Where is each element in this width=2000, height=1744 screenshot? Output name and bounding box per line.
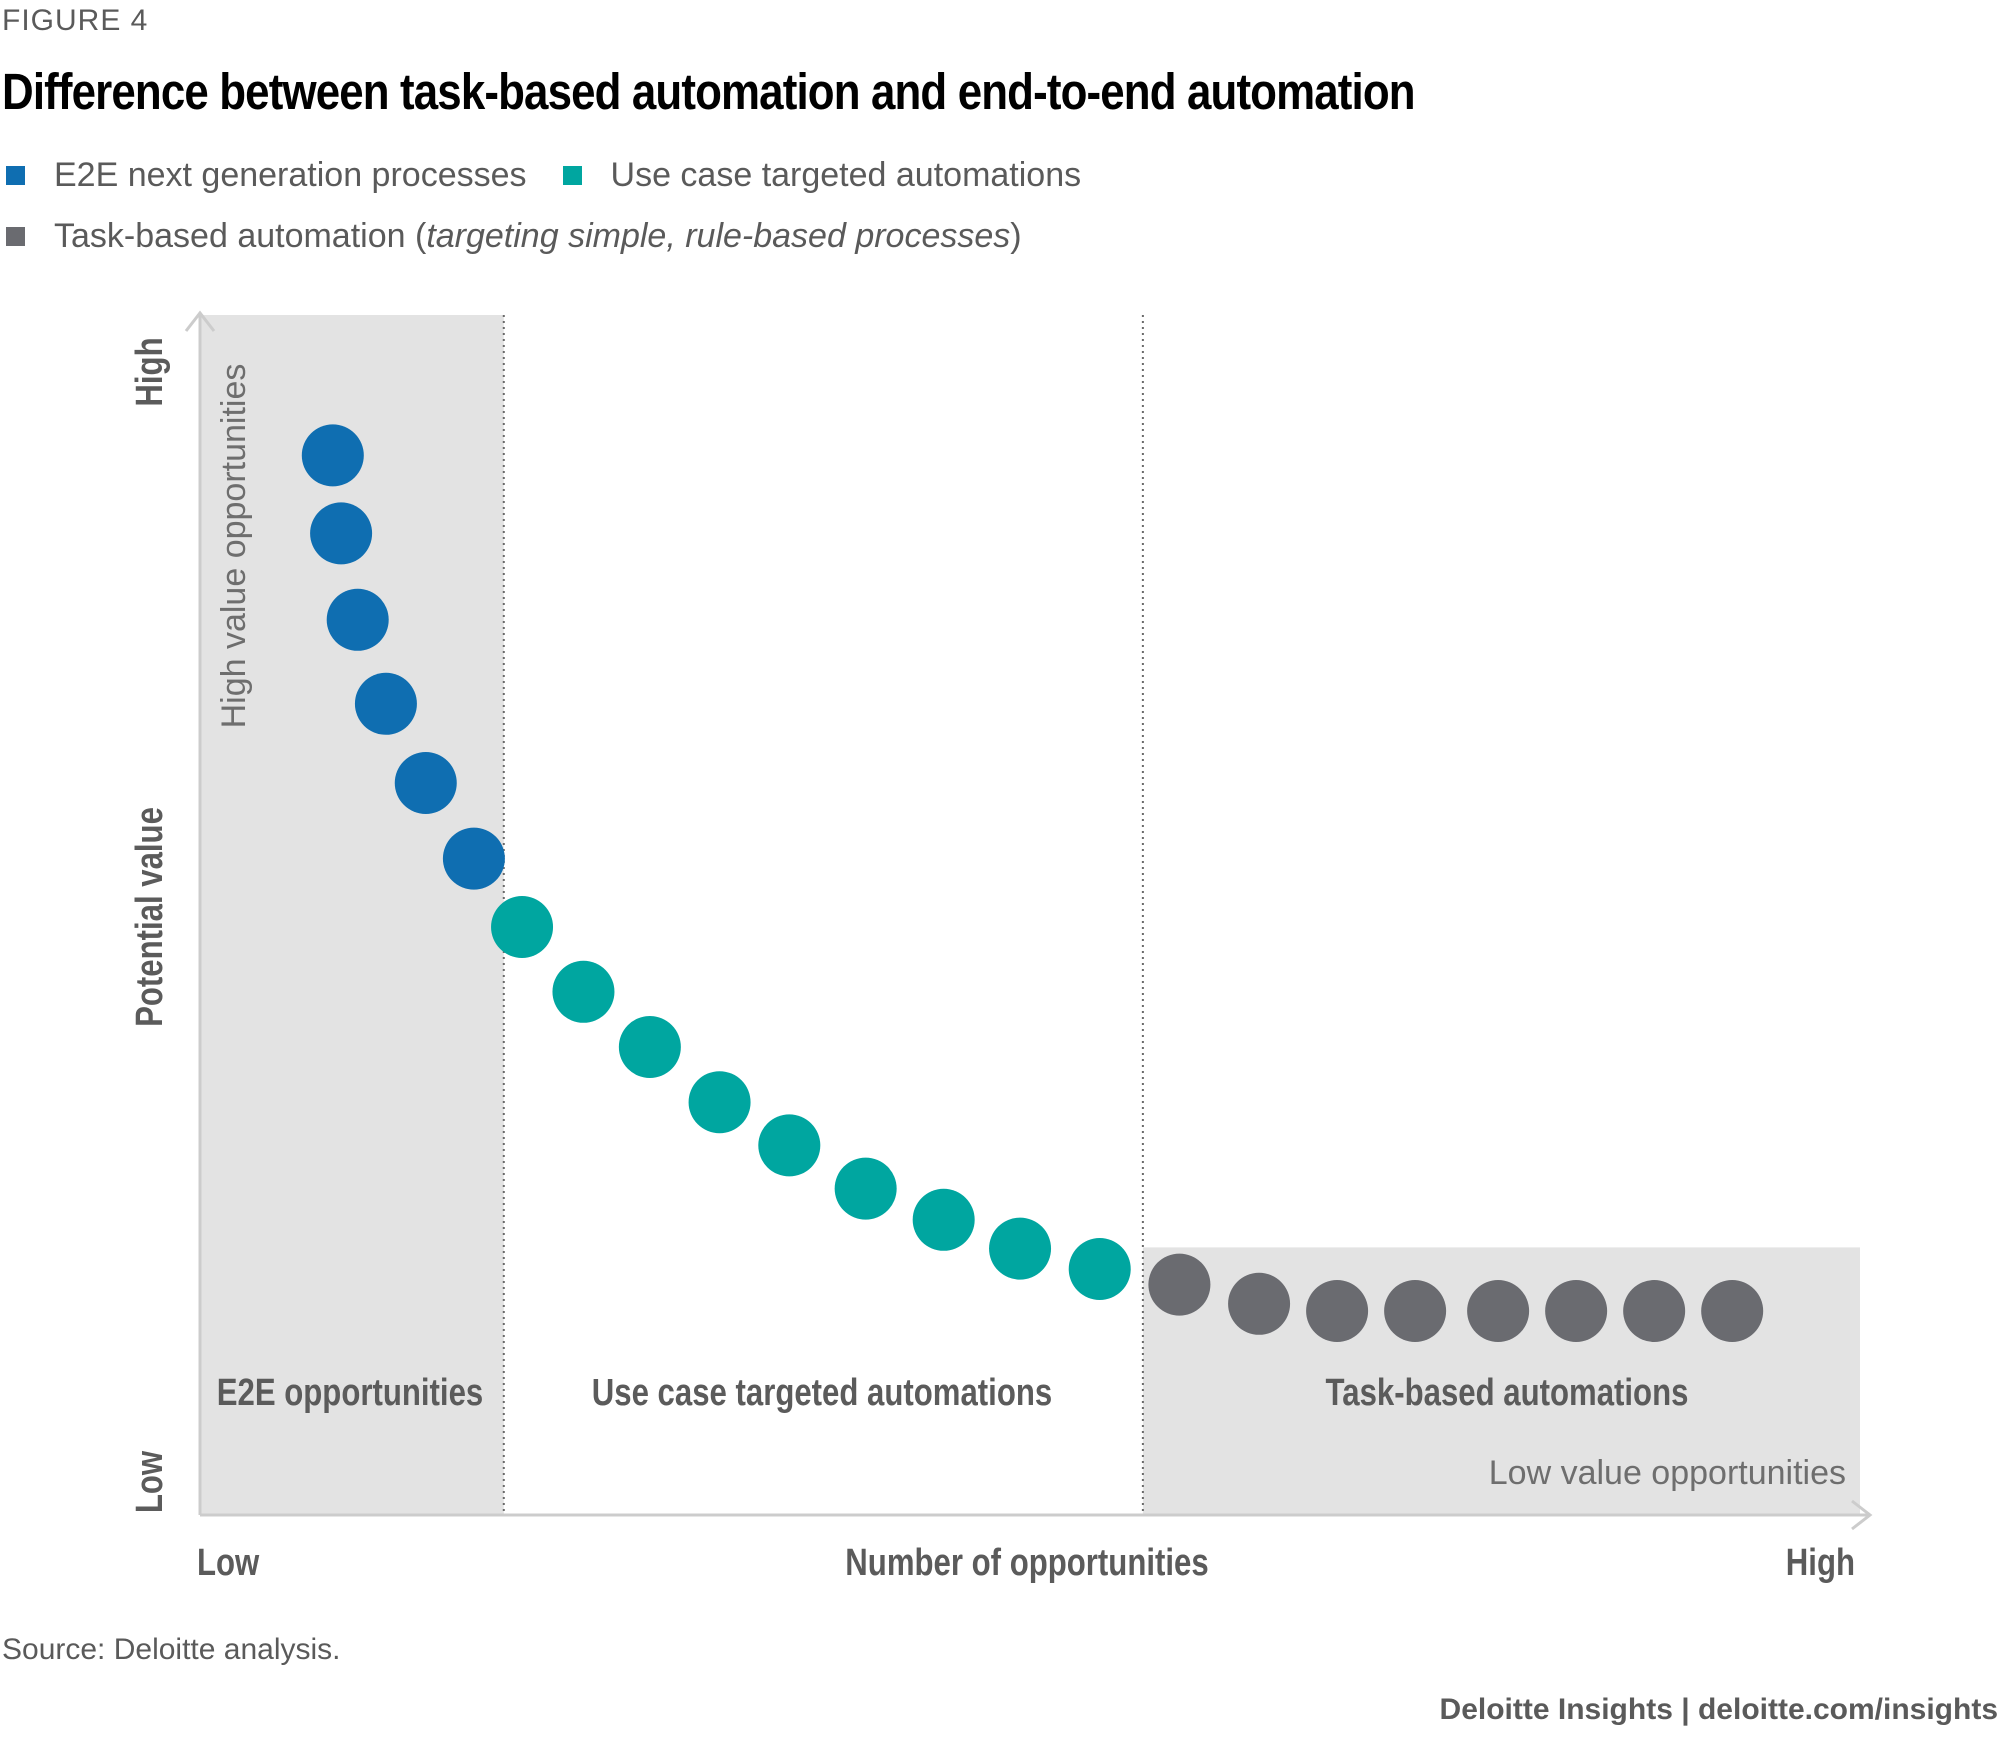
legend-swatch-use-case (562, 166, 582, 185)
data-point-use_case-3 (618, 1016, 681, 1078)
legend-label-task-suffix: ) (1010, 217, 1022, 255)
data-point-use_case-2 (552, 960, 615, 1023)
legend-swatch-task (6, 227, 25, 246)
annotation-low-value: Low value opportunities (1489, 1454, 1846, 1492)
region-label-task: Task-based automations (1326, 1372, 1689, 1414)
figure-label: FIGURE 4 (2, 4, 149, 37)
brand-footer: Deloitte Insights | deloitte.com/insight… (1440, 1693, 1998, 1727)
data-point-task-5 (1467, 1280, 1530, 1342)
brand-name: Deloitte Insights (1439, 1693, 1673, 1726)
y-tick-high: High (129, 337, 171, 406)
data-point-task-2 (1228, 1272, 1291, 1335)
data-point-e2e-5 (394, 752, 457, 814)
data-point-task-8 (1701, 1280, 1764, 1342)
legend-label-e2e: E2E next generation processes (54, 156, 527, 194)
data-point-use_case-4 (688, 1071, 751, 1134)
legend-label-task: Task-based automation (targeting simple,… (54, 217, 1022, 256)
y-axis-label: Potential value (129, 807, 171, 1027)
region-label-e2e: E2E opportunities (217, 1372, 484, 1414)
data-point-use_case-5 (758, 1114, 821, 1177)
data-point-task-6 (1545, 1280, 1608, 1342)
legend-label-use-case: Use case targeted automations (610, 156, 1082, 194)
brand-url: deloitte.com/insights (1697, 1693, 1998, 1726)
data-point-use_case-6 (834, 1157, 897, 1220)
data-point-use_case-9 (1068, 1238, 1131, 1300)
data-point-use_case-1 (491, 896, 554, 958)
data-point-task-1 (1148, 1253, 1211, 1316)
legend-item-task: Task-based automation (targeting simple,… (6, 217, 1022, 256)
data-point-task-7 (1623, 1280, 1686, 1342)
x-axis-label: Number of opportunities (845, 1542, 1208, 1584)
data-point-task-4 (1384, 1280, 1447, 1342)
data-point-use_case-7 (912, 1188, 975, 1251)
data-point-e2e-3 (326, 588, 389, 651)
data-point-e2e-1 (301, 424, 364, 487)
annotation-high-value: High value opportunities (215, 364, 253, 729)
legend-item-e2e: E2E next generation processes (6, 156, 527, 195)
data-point-e2e-6 (442, 827, 505, 890)
legend: E2E next generation processes Use case t… (6, 156, 1117, 195)
legend-swatch-e2e (6, 166, 25, 185)
x-tick-low: Low (197, 1542, 260, 1584)
chart: E2E opportunities Use case targeted autom… (129, 310, 1873, 1584)
legend-label-task-italic: targeting simple, rule-based processes (426, 217, 1011, 255)
x-tick-high: High (1786, 1542, 1855, 1584)
legend-item-use-case: Use case targeted automations (562, 156, 1082, 195)
source-note: Source: Deloitte analysis. (2, 1633, 341, 1666)
legend-label-task-prefix: Task-based automation ( (54, 217, 427, 255)
data-point-e2e-2 (310, 502, 373, 565)
legend-row-2: Task-based automation (targeting simple,… (6, 217, 1058, 256)
data-point-e2e-4 (354, 672, 417, 735)
y-tick-low: Low (129, 1450, 171, 1513)
brand-separator: | (1672, 1693, 1698, 1726)
data-point-task-3 (1306, 1280, 1369, 1342)
region-label-use-case: Use case targeted automations (592, 1372, 1052, 1414)
x-axis-arrow (1851, 1499, 1873, 1531)
chart-title: Difference between task-based automation… (2, 63, 1416, 120)
y-axis-arrow (184, 310, 216, 332)
data-point-use_case-8 (989, 1217, 1052, 1280)
